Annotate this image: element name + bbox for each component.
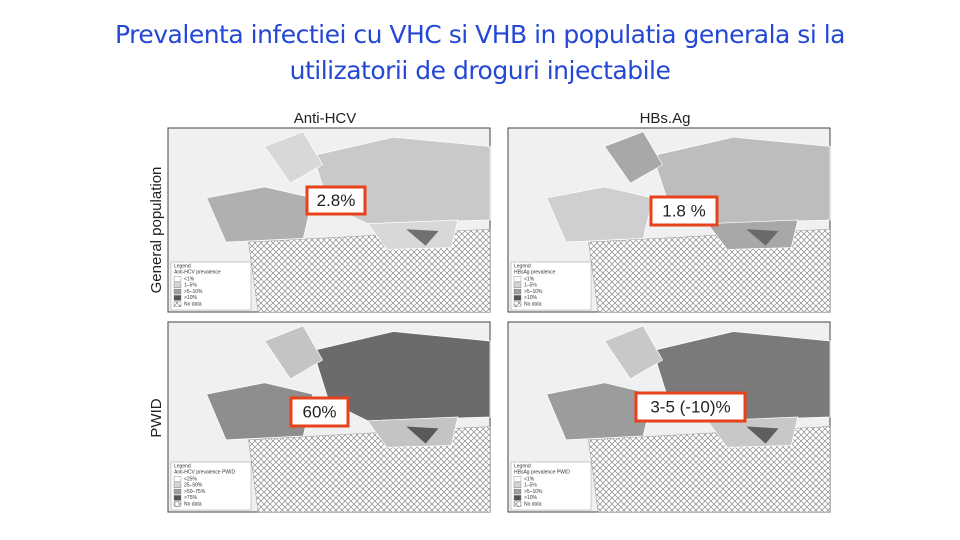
legend-heading: Legend bbox=[514, 463, 531, 469]
legend-swatch bbox=[173, 495, 182, 501]
region-central-asia bbox=[366, 219, 459, 250]
legend-item: <25% bbox=[184, 476, 197, 482]
legend-item: >10% bbox=[524, 295, 537, 301]
column-header: Anti-HCV bbox=[294, 110, 357, 127]
legend-item: >50–75% bbox=[184, 489, 206, 495]
legend-heading: Anti-HCV prevalence PWID bbox=[174, 469, 236, 475]
legend-item: >10% bbox=[524, 495, 537, 501]
callout-box bbox=[305, 185, 367, 216]
legend-item: >10% bbox=[184, 295, 197, 301]
legend-box bbox=[170, 461, 252, 511]
legend-item: >5–10% bbox=[524, 489, 543, 495]
callout-box bbox=[649, 195, 719, 227]
legend-item: >5–10% bbox=[184, 289, 203, 295]
region-central-asia bbox=[366, 416, 459, 448]
region-north bbox=[604, 325, 664, 380]
legend-item: No data bbox=[184, 302, 202, 308]
title-line: utilizatorii de droguri injectabile bbox=[289, 56, 671, 85]
legend-item: >5–10% bbox=[524, 289, 543, 295]
legend-heading: Legend bbox=[514, 263, 531, 269]
legend-item: <1% bbox=[524, 476, 535, 482]
legend-item: No data bbox=[524, 302, 542, 308]
legend-heading: Legend bbox=[174, 463, 191, 469]
legend-swatch bbox=[513, 482, 522, 488]
callout-text: 2.8% bbox=[317, 191, 356, 210]
legend-item: No data bbox=[184, 502, 202, 508]
legend-heading: HBsAg prevalence bbox=[514, 269, 556, 275]
region-hot bbox=[406, 426, 439, 444]
region-hot bbox=[746, 229, 779, 246]
legend-item: <1% bbox=[524, 276, 535, 282]
legend-swatch bbox=[173, 476, 182, 482]
region-west bbox=[206, 186, 314, 243]
legend-swatch bbox=[513, 501, 522, 507]
region-nodata bbox=[588, 228, 831, 313]
legend-item: <1% bbox=[184, 276, 195, 282]
legend-swatch bbox=[513, 488, 522, 495]
legend-swatch bbox=[173, 488, 182, 495]
legend-item: >75% bbox=[184, 495, 197, 501]
legend-swatch bbox=[513, 495, 522, 501]
legend-swatch bbox=[173, 276, 182, 282]
region-central-asia bbox=[706, 219, 799, 250]
legend-item: 1–5% bbox=[524, 483, 537, 489]
region-nodata bbox=[588, 426, 831, 513]
legend-heading: Legend bbox=[174, 263, 191, 269]
region-west bbox=[546, 186, 654, 243]
row-label: PWID bbox=[148, 398, 165, 437]
callout-text: 1.8 % bbox=[662, 201, 705, 220]
region-hot bbox=[406, 229, 439, 246]
legend-swatch bbox=[173, 501, 182, 507]
legend-swatch bbox=[513, 282, 522, 288]
legend-item: 1–5% bbox=[524, 283, 537, 289]
region-hot bbox=[746, 426, 779, 444]
row-label: General population bbox=[148, 167, 165, 294]
legend-swatch bbox=[513, 476, 522, 482]
legend-swatch bbox=[173, 282, 182, 288]
column-header: HBs.Ag bbox=[640, 110, 691, 127]
legend-box bbox=[510, 261, 592, 311]
legend-swatch bbox=[173, 288, 182, 295]
legend-swatch bbox=[513, 276, 522, 282]
region-north bbox=[264, 131, 324, 184]
legend-item: 1–5% bbox=[184, 283, 197, 289]
legend-swatch bbox=[513, 288, 522, 295]
region-north bbox=[604, 131, 664, 184]
legend-box bbox=[170, 261, 252, 311]
region-north bbox=[264, 325, 324, 380]
legend-box bbox=[510, 461, 592, 511]
legend-heading: Anti-HCV prevalence bbox=[174, 269, 221, 275]
callout-box bbox=[289, 396, 350, 428]
region-central-asia bbox=[706, 416, 799, 448]
legend-swatch bbox=[173, 295, 182, 301]
legend-swatch bbox=[513, 295, 522, 301]
callout-text: 3-5 (-10)% bbox=[650, 397, 730, 416]
legend-swatch bbox=[513, 301, 522, 307]
legend-item: No data bbox=[524, 502, 542, 508]
legend-heading: HBsAg prevalence PWID bbox=[514, 469, 570, 475]
title-line: Prevalenta infectiei cu VHC si VHB in po… bbox=[115, 20, 845, 49]
callout-text: 60% bbox=[302, 402, 336, 421]
region-nodata bbox=[248, 228, 491, 313]
region-nodata bbox=[248, 426, 491, 513]
legend-swatch bbox=[173, 301, 182, 307]
legend-swatch bbox=[173, 482, 182, 488]
callout-box bbox=[634, 391, 747, 423]
legend-item: 25–50% bbox=[184, 483, 203, 489]
